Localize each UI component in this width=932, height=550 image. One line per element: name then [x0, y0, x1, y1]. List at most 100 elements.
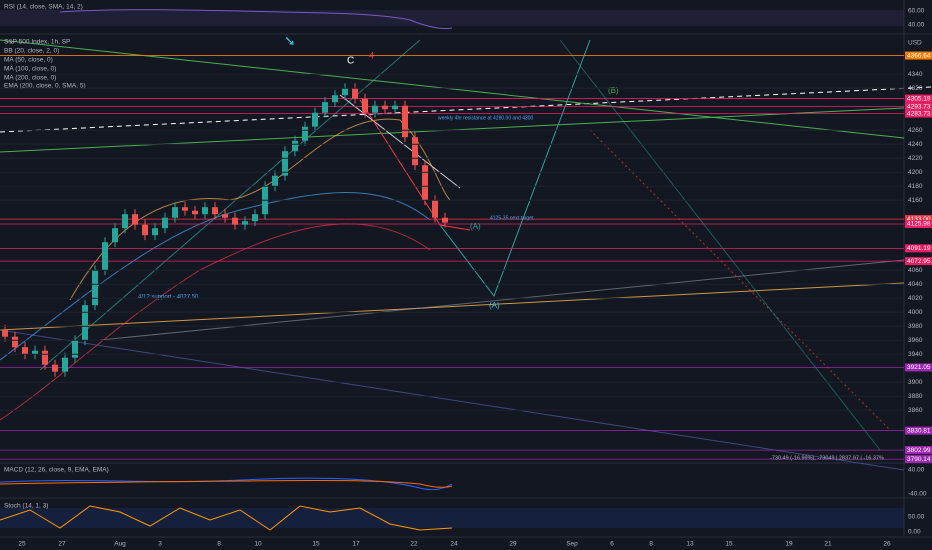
candle-body [232, 217, 238, 225]
date-label: 6 [610, 541, 614, 548]
level-label: 4366.64 [907, 52, 931, 59]
stoch-tick: 0.00 [908, 529, 921, 536]
candle-body [102, 242, 108, 271]
main-label: MA (50, close, 0) [4, 57, 53, 64]
candle-body [112, 228, 118, 243]
candle-body [152, 228, 158, 236]
date-label: 13 [686, 541, 694, 548]
main-label: EMA (200, close, 0, SMA, 5) [4, 83, 86, 90]
macd-tick: -40.00 [908, 491, 927, 498]
candle-body [172, 207, 178, 218]
candle-body [382, 105, 388, 110]
candle-body [342, 88, 348, 96]
date-label: 10 [254, 541, 262, 548]
rsi-band [0, 10, 904, 26]
wave-path [359, 99, 471, 231]
ma-curve [0, 192, 431, 361]
candle-body [432, 200, 438, 218]
date-label: 17 [352, 541, 360, 548]
candle-body [372, 105, 378, 113]
price-tick-label: 4040 [908, 281, 923, 288]
level-label: 3830.81 [907, 427, 931, 434]
price-tick-label: 4000 [908, 309, 923, 316]
level-tag [905, 109, 932, 118]
price-tick-label: 4240 [908, 141, 923, 148]
candle-body [252, 214, 258, 222]
level-tag [905, 363, 932, 372]
candle-body [12, 336, 18, 348]
wave-label: (A) [489, 301, 500, 310]
annotation: 4/12 support - 4027.50 [138, 295, 199, 301]
level-label: 4072.95 [907, 258, 931, 265]
candle-body [272, 175, 278, 187]
level-tag [905, 215, 932, 224]
candle-body [2, 329, 8, 337]
candle-body [202, 207, 208, 215]
trendline [0, 86, 932, 133]
price-tick-label: 4180 [908, 183, 923, 190]
rsi-label: RSI (14, close, SMA, 14, 2) [4, 4, 83, 11]
candle-body [332, 95, 338, 103]
date-label: Sep [566, 541, 578, 548]
level-tag [905, 455, 932, 464]
price-tick-label: 3960 [908, 337, 923, 344]
level-label: 4125.98 [907, 221, 931, 228]
candle-body [322, 102, 328, 113]
main-label: BB (20, close, 2, 0) [4, 48, 59, 55]
candle-body [402, 105, 408, 138]
annotation: -730.49 (-16.99%), -73049 | 2837.97 | -1… [770, 455, 884, 461]
trendline [559, 39, 881, 451]
level-label: 4283.73 [907, 110, 931, 117]
rsi-tick: 60.00 [908, 8, 925, 15]
level-tag [905, 51, 932, 60]
macd-tick: 40.00 [908, 467, 925, 474]
price-tick-label: 3940 [908, 351, 923, 358]
candle-body [122, 214, 128, 229]
annotation: 4125-35 next target [490, 215, 534, 221]
wave-label: (A) [470, 222, 481, 231]
price-tick-label: 4260 [908, 127, 923, 134]
candle-body [162, 217, 168, 229]
date-label: 26 [883, 541, 891, 548]
trendline [0, 39, 905, 139]
candle-body [62, 357, 68, 372]
level-label: 3921.05 [907, 364, 931, 371]
stoch-label: Stoch (14, 1, 3) [4, 503, 48, 510]
candle-body [422, 165, 428, 201]
wave-label: 4 [369, 50, 374, 60]
candle-body [72, 340, 78, 358]
level-label: 4293.73 [907, 103, 931, 110]
date-label: 29 [509, 541, 517, 548]
date-label: 8 [649, 541, 653, 548]
stoch-tick: 50.00 [908, 514, 925, 521]
candle-body [22, 347, 28, 355]
date-label: 22 [410, 541, 418, 548]
level-tag [905, 220, 932, 229]
level-label: 3802.99 [907, 447, 931, 454]
price-tick-label: 3980 [908, 323, 923, 330]
date-label: 15 [312, 541, 320, 548]
annotation: weekly 4hr resistance at 4280.00 and 430… [438, 115, 534, 121]
candle-body [412, 137, 418, 166]
date-label: 8 [217, 541, 221, 548]
price-tick-label: 4320 [908, 85, 923, 92]
price-tick-label: 3860 [908, 407, 923, 414]
arrow-icon: ➘ [284, 33, 296, 49]
price-tick-label: 3900 [908, 379, 923, 386]
date-label: 25 [18, 541, 26, 548]
level-tag [905, 244, 932, 253]
candle-body [282, 151, 288, 176]
candle-body [392, 105, 398, 110]
candle-body [302, 126, 308, 141]
main-label: S&P 500 Index, 1h, SP [4, 39, 70, 46]
main-label: MA (100, close, 0) [4, 66, 56, 73]
date-label: 21 [824, 541, 832, 548]
price-tick-label: 4220 [908, 155, 923, 162]
level-tag [905, 94, 932, 103]
currency: USD [908, 40, 922, 47]
date-label: 3 [158, 541, 162, 548]
level-tag [905, 426, 932, 435]
candle-body [212, 207, 218, 215]
